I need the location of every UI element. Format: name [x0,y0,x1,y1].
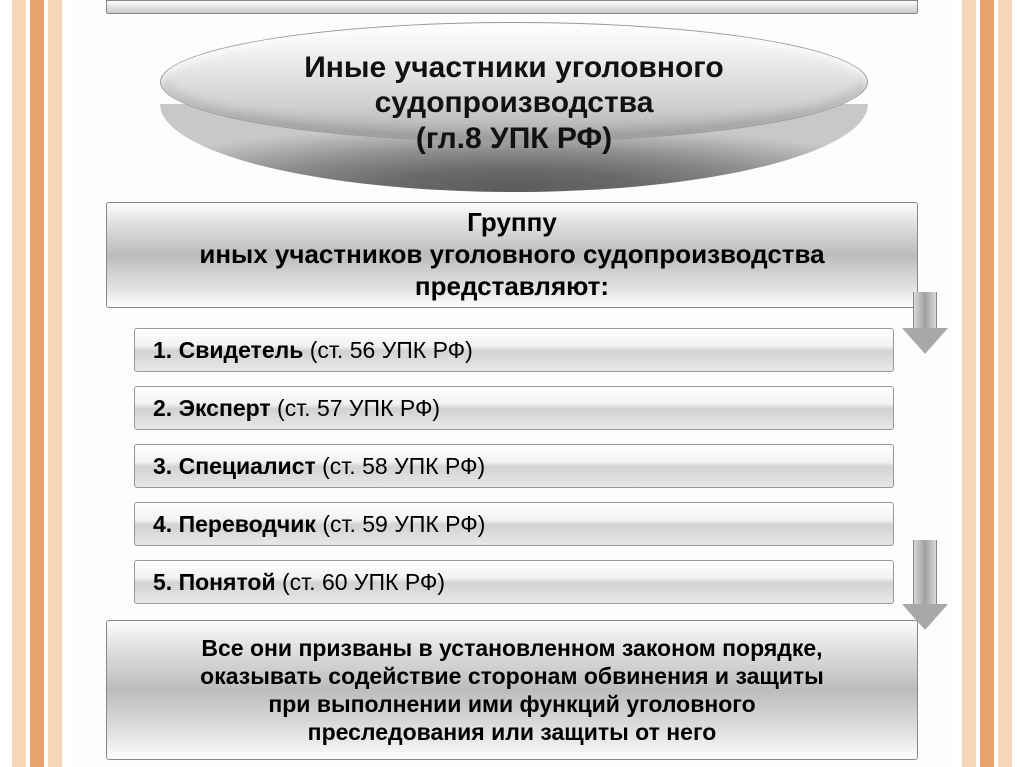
decor-stripe [48,0,62,767]
decor-stripe [12,0,26,767]
decor-stripe [980,0,994,767]
item-number: 4. [153,511,179,538]
title-ellipse: Иные участники уголовного судопроизводст… [160,22,868,192]
item-name: Свидетель [179,337,304,364]
item-number: 2. [153,395,179,422]
top-decor-bar [106,0,918,14]
list-item: 1. Свидетель (ст. 56 УПК РФ) [134,328,894,372]
item-ref: (ст. 60 УПК РФ) [276,569,445,596]
item-name: Понятой [179,569,276,596]
item-number: 3. [153,453,179,480]
list-item: 4. Переводчик (ст. 59 УПК РФ) [134,502,894,546]
down-arrow-icon [902,540,948,630]
subheader-text: Группу иных участников уголовного судопр… [199,207,824,302]
item-name: Эксперт [179,395,271,422]
item-ref: (ст. 57 УПК РФ) [271,395,440,422]
subheader-bar: Группу иных участников уголовного судопр… [106,202,918,308]
decor-stripe [30,0,44,767]
item-name: Специалист [179,453,316,480]
item-number: 5. [153,569,179,596]
decor-stripe [998,0,1012,767]
slide-content: Иные участники уголовного судопроизводст… [70,0,954,767]
decor-stripe [962,0,976,767]
down-arrow-icon [902,292,948,354]
item-name: Переводчик [179,511,316,538]
item-ref: (ст. 58 УПК РФ) [316,453,485,480]
conclusion-bar: Все они призваны в установленном законом… [106,620,918,760]
item-number: 1. [153,337,179,364]
item-ref: (ст. 56 УПК РФ) [303,337,472,364]
list-item: 3. Специалист (ст. 58 УПК РФ) [134,444,894,488]
list-item: 5. Понятой (ст. 60 УПК РФ) [134,560,894,604]
list-item: 2. Эксперт (ст. 57 УПК РФ) [134,386,894,430]
page-title: Иные участники уголовного судопроизводст… [160,50,868,156]
conclusion-text: Все они призваны в установленном законом… [200,634,824,746]
item-ref: (ст. 59 УПК РФ) [316,511,485,538]
